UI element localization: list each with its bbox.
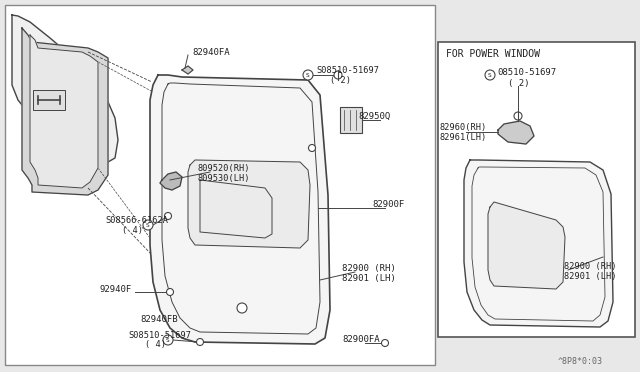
Text: 82940FA: 82940FA (192, 48, 230, 57)
Circle shape (308, 144, 316, 151)
Text: 82900 (RH): 82900 (RH) (564, 262, 616, 270)
Circle shape (514, 112, 522, 120)
Circle shape (381, 340, 388, 346)
Text: S: S (306, 73, 310, 77)
Text: 82901 (LH): 82901 (LH) (342, 273, 396, 282)
Text: ( 4): ( 4) (122, 225, 143, 234)
Text: ( 4): ( 4) (145, 340, 166, 350)
Text: 82960(RH): 82960(RH) (440, 122, 487, 131)
Circle shape (166, 289, 173, 295)
Circle shape (303, 70, 313, 80)
Text: 82901 (LH): 82901 (LH) (564, 272, 616, 280)
Bar (33, 90, 65, 110)
Circle shape (196, 339, 204, 346)
Circle shape (163, 335, 173, 345)
Polygon shape (30, 35, 98, 188)
Text: ^8P8*0:03: ^8P8*0:03 (558, 357, 603, 366)
Polygon shape (150, 75, 330, 344)
Bar (5, 5, 435, 365)
Bar (438, 42, 635, 337)
Polygon shape (22, 28, 108, 195)
Circle shape (164, 212, 172, 219)
Text: S: S (488, 73, 492, 77)
Text: 809530(LH): 809530(LH) (198, 173, 250, 183)
Polygon shape (182, 66, 193, 74)
Text: 82900FA: 82900FA (342, 336, 380, 344)
Text: 92940F: 92940F (100, 285, 132, 295)
Text: S08510-51697: S08510-51697 (316, 65, 379, 74)
Text: 82900F: 82900F (372, 199, 404, 208)
Polygon shape (188, 160, 310, 248)
Text: FOR POWER WINDOW: FOR POWER WINDOW (446, 49, 540, 59)
Polygon shape (488, 202, 565, 289)
Text: S: S (166, 337, 170, 343)
Bar (340, 107, 362, 133)
Text: ( 2): ( 2) (330, 76, 351, 84)
Text: 82950Q: 82950Q (358, 112, 390, 121)
Circle shape (485, 70, 495, 80)
Polygon shape (160, 172, 182, 190)
Text: 82940FB: 82940FB (140, 315, 178, 324)
Text: 08510-51697: 08510-51697 (497, 67, 556, 77)
Text: 809520(RH): 809520(RH) (198, 164, 250, 173)
Text: 82900 (RH): 82900 (RH) (342, 263, 396, 273)
Polygon shape (12, 15, 118, 162)
Text: ( 2): ( 2) (508, 78, 529, 87)
Circle shape (334, 71, 342, 79)
Text: 82961(LH): 82961(LH) (440, 132, 487, 141)
Circle shape (237, 303, 247, 313)
Text: S08510-51697: S08510-51697 (128, 330, 191, 340)
Text: S08566-6162A: S08566-6162A (105, 215, 168, 224)
Polygon shape (464, 160, 613, 327)
Circle shape (143, 220, 153, 230)
Polygon shape (498, 121, 534, 144)
Text: S: S (146, 222, 150, 228)
